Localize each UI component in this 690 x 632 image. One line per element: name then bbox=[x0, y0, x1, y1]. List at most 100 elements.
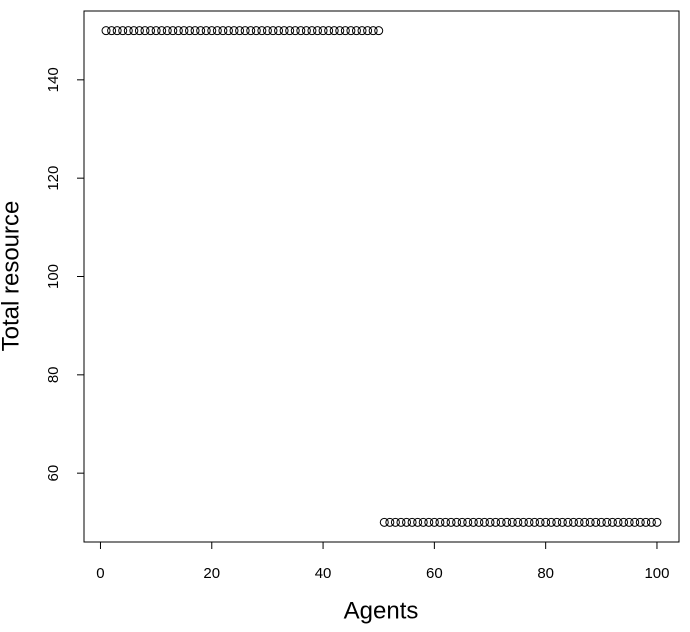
point bbox=[146, 26, 156, 36]
point bbox=[429, 517, 439, 527]
point bbox=[635, 517, 645, 527]
point bbox=[207, 26, 217, 36]
point bbox=[502, 517, 512, 527]
point bbox=[596, 517, 606, 527]
y-tick-label: 60 bbox=[45, 465, 62, 482]
x-tick-label: 20 bbox=[203, 565, 220, 582]
point bbox=[396, 517, 406, 527]
point bbox=[613, 517, 623, 527]
point bbox=[279, 26, 289, 36]
point bbox=[290, 26, 300, 36]
point bbox=[474, 517, 484, 527]
point bbox=[524, 517, 534, 527]
point bbox=[229, 26, 239, 36]
point bbox=[574, 517, 584, 527]
point bbox=[318, 26, 328, 36]
x-axis-label: Agents bbox=[344, 597, 419, 624]
point bbox=[463, 517, 473, 527]
point bbox=[602, 517, 612, 527]
point bbox=[251, 26, 261, 36]
point bbox=[274, 26, 284, 36]
point bbox=[346, 26, 356, 36]
point bbox=[568, 517, 578, 527]
point bbox=[563, 517, 573, 527]
point bbox=[101, 26, 111, 36]
y-tick-label: 140 bbox=[45, 67, 62, 92]
y-tick-label: 80 bbox=[45, 366, 62, 383]
point bbox=[630, 517, 640, 527]
point bbox=[446, 517, 456, 527]
point bbox=[296, 26, 306, 36]
point bbox=[212, 26, 222, 36]
point bbox=[407, 517, 417, 527]
point bbox=[201, 26, 211, 36]
point bbox=[646, 517, 656, 527]
point bbox=[262, 26, 272, 36]
point bbox=[485, 517, 495, 527]
y-tick-label: 120 bbox=[45, 166, 62, 191]
point bbox=[185, 26, 195, 36]
point bbox=[641, 517, 651, 527]
point bbox=[235, 26, 245, 36]
point bbox=[335, 26, 345, 36]
point bbox=[374, 26, 384, 36]
point bbox=[424, 517, 434, 527]
point bbox=[402, 517, 412, 527]
x-tick-label: 40 bbox=[315, 565, 332, 582]
point bbox=[157, 26, 167, 36]
point bbox=[491, 517, 501, 527]
point bbox=[619, 517, 629, 527]
point bbox=[535, 517, 545, 527]
point bbox=[390, 517, 400, 527]
point bbox=[268, 26, 278, 36]
point bbox=[652, 517, 662, 527]
point bbox=[324, 26, 334, 36]
point bbox=[496, 517, 506, 527]
point bbox=[440, 517, 450, 527]
point bbox=[240, 26, 250, 36]
point bbox=[468, 517, 478, 527]
x-tick-label: 0 bbox=[96, 565, 104, 582]
x-tick-label: 100 bbox=[644, 565, 669, 582]
point bbox=[513, 517, 523, 527]
point bbox=[112, 26, 122, 36]
point bbox=[557, 517, 567, 527]
point bbox=[285, 26, 295, 36]
point bbox=[541, 517, 551, 527]
point bbox=[223, 26, 233, 36]
point bbox=[507, 517, 517, 527]
point bbox=[546, 517, 556, 527]
point bbox=[134, 26, 144, 36]
point bbox=[129, 26, 139, 36]
y-axis-label: Total resource bbox=[0, 201, 24, 352]
point bbox=[151, 26, 161, 36]
point bbox=[307, 26, 317, 36]
point bbox=[530, 517, 540, 527]
point bbox=[162, 26, 172, 36]
point bbox=[107, 26, 117, 36]
plot-box bbox=[83, 10, 680, 543]
point bbox=[168, 26, 178, 36]
point bbox=[340, 26, 350, 36]
point bbox=[368, 26, 378, 36]
point bbox=[479, 517, 489, 527]
x-tick-label: 60 bbox=[426, 565, 443, 582]
point bbox=[118, 26, 128, 36]
point bbox=[357, 26, 367, 36]
point bbox=[552, 517, 562, 527]
x-tick-label: 80 bbox=[537, 565, 554, 582]
point bbox=[257, 26, 267, 36]
point bbox=[624, 517, 634, 527]
point bbox=[329, 26, 339, 36]
point bbox=[585, 517, 595, 527]
point bbox=[246, 26, 256, 36]
point bbox=[413, 517, 423, 527]
point bbox=[379, 517, 389, 527]
point bbox=[607, 517, 617, 527]
point bbox=[580, 517, 590, 527]
point bbox=[351, 26, 361, 36]
point bbox=[123, 26, 133, 36]
point bbox=[218, 26, 228, 36]
point bbox=[190, 26, 200, 36]
